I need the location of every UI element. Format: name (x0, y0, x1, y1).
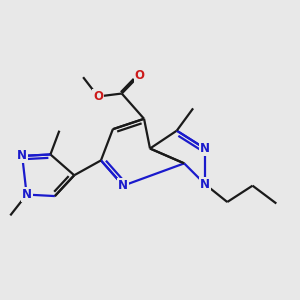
Text: N: N (200, 178, 210, 191)
Text: N: N (17, 149, 27, 162)
Text: N: N (22, 188, 32, 201)
Text: O: O (135, 69, 145, 82)
Text: N: N (200, 142, 210, 155)
Text: N: N (118, 179, 128, 192)
Text: O: O (93, 90, 103, 103)
